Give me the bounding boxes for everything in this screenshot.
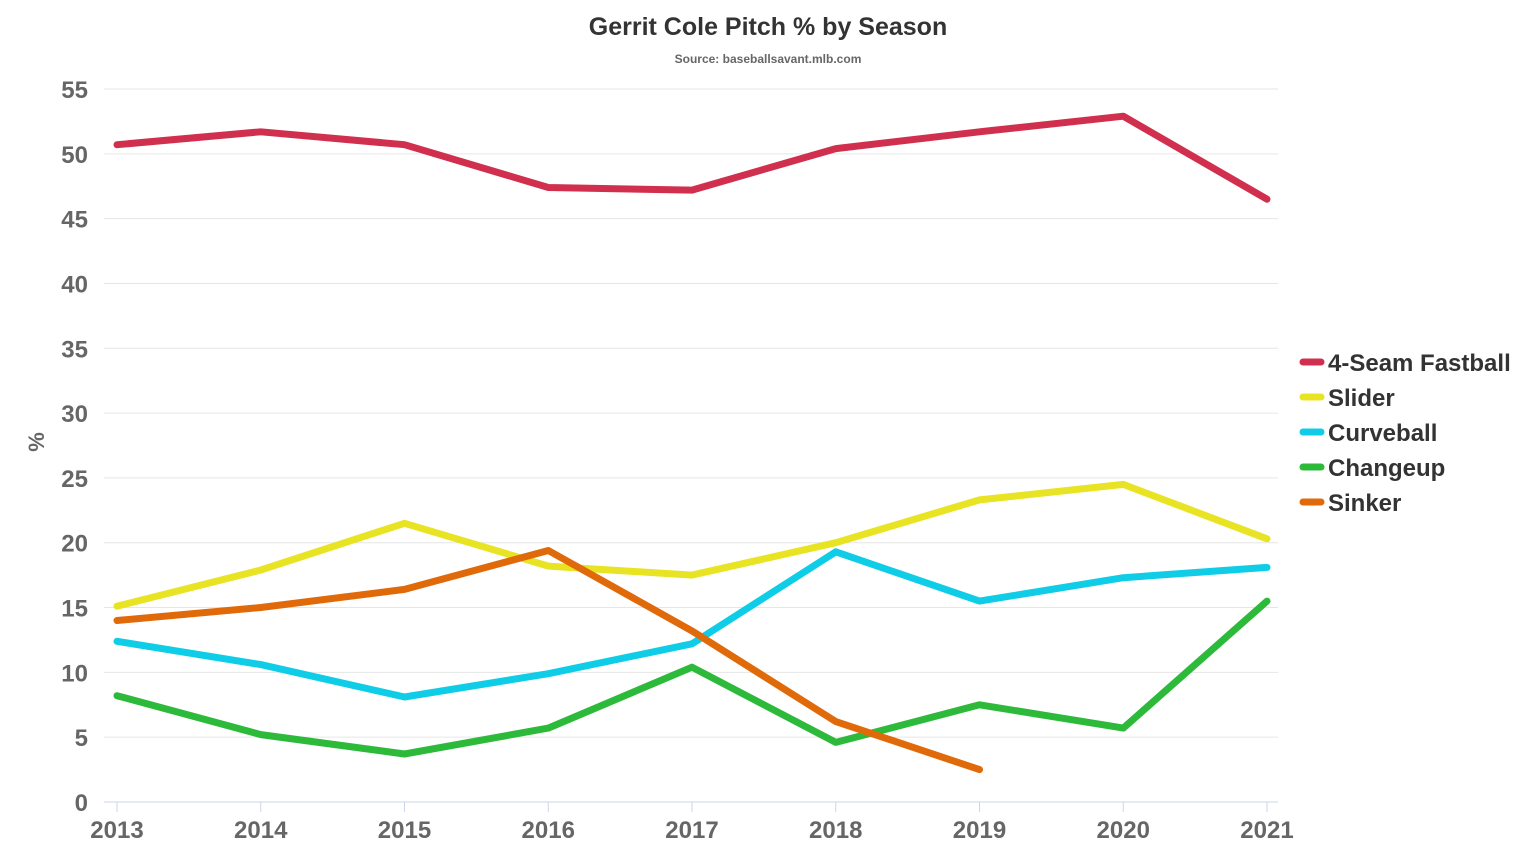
series-line-changeup	[113, 597, 1271, 758]
x-tick-label: 2013	[90, 817, 143, 844]
y-tick-label: 50	[61, 142, 88, 169]
legend-item-sinker[interactable]: Sinker	[1299, 490, 1401, 517]
y-axis-ticks: 0 5 10 15 20 25 30 35 40 45 50 55	[61, 77, 88, 817]
y-tick-label: 40	[61, 271, 88, 298]
x-tick-label: 2020	[1097, 817, 1150, 844]
x-tick-label: 2016	[522, 817, 575, 844]
y-tick-label: 45	[61, 207, 88, 234]
x-axis	[104, 801, 1278, 812]
plot-area	[113, 112, 1271, 774]
grid-lines	[104, 88, 1278, 738]
x-tick-label: 2018	[809, 817, 862, 844]
legend-item-4-seam-fastball[interactable]: 4-Seam Fastball	[1299, 350, 1511, 377]
x-axis-ticks: 2013 2014 2015 2016 2017 2018 2019 2020 2021	[90, 817, 1293, 844]
x-tick-label: 2021	[1240, 817, 1293, 844]
legend-label: Curveball	[1328, 420, 1437, 447]
x-tick-label: 2014	[234, 817, 288, 844]
y-tick-label: 0	[75, 790, 88, 817]
x-tick-label: 2017	[665, 817, 718, 844]
series-line-sinker	[113, 547, 983, 774]
y-tick-label: 10	[61, 660, 88, 687]
series-line-4-seam-fastball	[113, 112, 1271, 203]
x-tick-label: 2019	[953, 817, 1006, 844]
legend[interactable]: 4-Seam Fastball Slider Curveball Changeup Si…	[1299, 350, 1511, 517]
y-tick-label: 55	[61, 77, 88, 104]
y-axis-label: %	[24, 432, 49, 452]
y-tick-label: 25	[61, 466, 88, 493]
series-line-curveball	[113, 548, 1271, 701]
y-tick-label: 20	[61, 531, 88, 558]
legend-item-changeup[interactable]: Changeup	[1299, 455, 1445, 482]
chart-subtitle: Source: baseballsavant.mlb.com	[675, 52, 862, 66]
legend-label: Slider	[1328, 385, 1395, 412]
series-line-slider	[113, 480, 1271, 610]
legend-label: 4-Seam Fastball	[1328, 350, 1511, 377]
legend-label: Sinker	[1328, 490, 1401, 517]
y-tick-label: 35	[61, 336, 88, 363]
y-tick-label: 15	[61, 596, 88, 623]
x-tick-label: 2015	[378, 817, 431, 844]
y-tick-label: 30	[61, 401, 88, 428]
legend-item-slider[interactable]: Slider	[1299, 385, 1395, 412]
y-tick-label: 5	[75, 725, 88, 752]
chart-title: Gerrit Cole Pitch % by Season	[589, 13, 947, 41]
legend-label: Changeup	[1328, 455, 1445, 482]
legend-item-curveball[interactable]: Curveball	[1299, 420, 1437, 447]
